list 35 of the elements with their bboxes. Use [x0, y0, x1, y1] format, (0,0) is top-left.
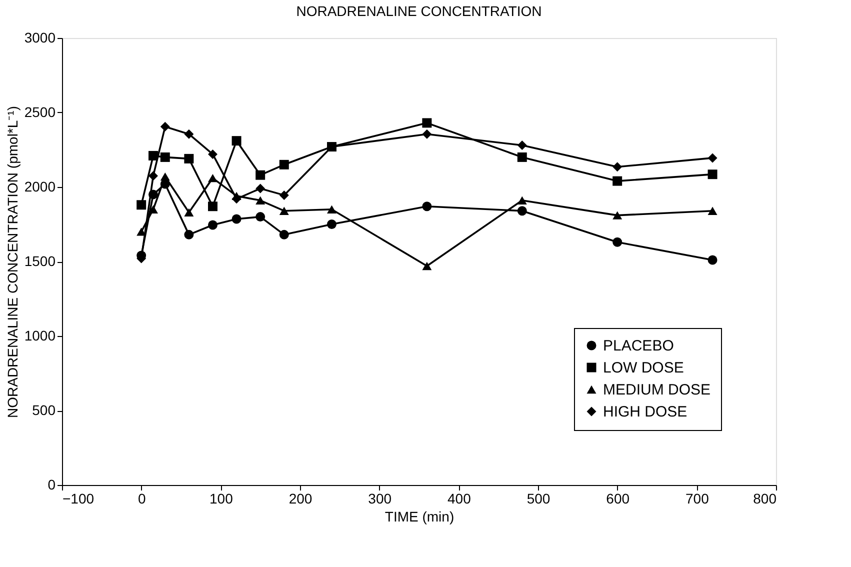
x-tick-label: 200 [288, 490, 312, 506]
x-tick-label: 500 [526, 490, 550, 506]
x-axis-title: TIME (min) [384, 508, 454, 524]
point [148, 171, 158, 181]
point [208, 149, 218, 159]
x-tick-label: 600 [606, 490, 630, 506]
y-tick-label: 0 [48, 476, 56, 492]
y-tick-label: 2500 [24, 104, 56, 120]
point [326, 142, 336, 152]
point [326, 205, 336, 214]
legend-label: HIGH DOSE [603, 404, 688, 420]
y-tick-label: 2000 [24, 178, 56, 194]
y-tick-label: 3000 [24, 30, 56, 46]
chart-title: NORADRENALINE CONCENTRATION [296, 3, 542, 19]
point [148, 205, 158, 214]
legend-label: LOW DOSE [603, 360, 684, 376]
point [208, 202, 218, 212]
legend-label: PLACEBO [603, 338, 674, 354]
legend-label: MEDIUM DOSE [603, 382, 711, 398]
x-tick-label: 0 [138, 490, 146, 506]
x-tick-label: 100 [209, 490, 234, 506]
y-axis-title: NORADRENALINE CONCENTRATION (pmol*L⁻¹) [4, 106, 20, 418]
y-tick-label: 1000 [24, 328, 56, 344]
x-tick-label: −100 [62, 490, 94, 506]
x-tick-label: 700 [685, 490, 710, 506]
point [208, 220, 218, 230]
y-tick-label: 1500 [24, 253, 56, 269]
x-tick-label: 300 [368, 490, 392, 506]
point [148, 150, 158, 160]
x-tick-label: 400 [447, 490, 472, 506]
point [326, 220, 336, 229]
point [208, 174, 218, 182]
x-tick-label: 800 [753, 490, 777, 506]
point [148, 190, 158, 200]
y-tick-label: 500 [32, 402, 56, 418]
